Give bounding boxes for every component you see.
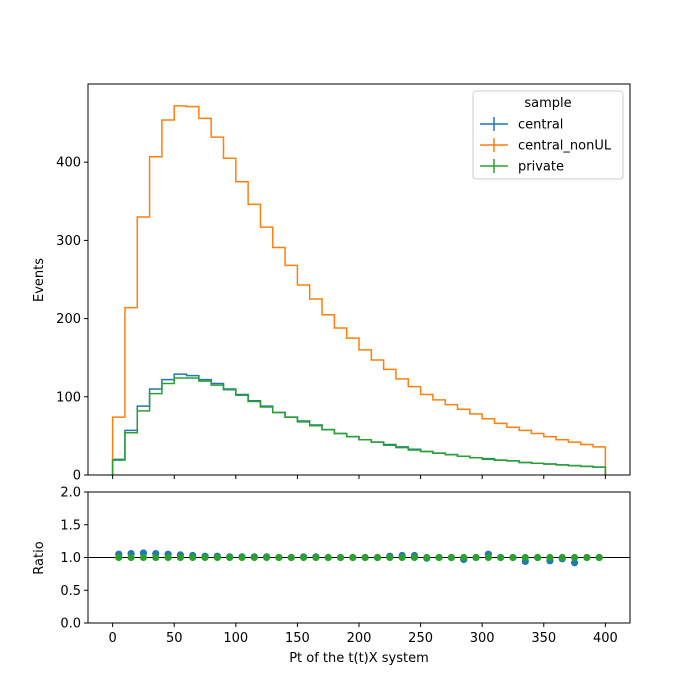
ratio-point-private — [238, 553, 246, 562]
legend-label: central_nonUL — [518, 139, 612, 154]
ratio-y-tick-label: 0.5 — [60, 584, 81, 599]
ratio-y-tick-label: 2.0 — [60, 486, 81, 501]
ratio-point-private — [275, 553, 283, 562]
ratio-point-central — [570, 559, 579, 567]
x-tick-label: 350 — [531, 631, 556, 646]
x-tick-label: 300 — [470, 631, 495, 646]
x-axis-label: Pt of the t(t)X system — [289, 651, 429, 666]
ratio-point-private — [398, 553, 406, 562]
ratio-point-private — [336, 553, 345, 562]
histogram-central — [111, 373, 607, 475]
ratio-point-private — [139, 553, 148, 562]
events-y-tick-label: 400 — [56, 156, 81, 171]
ratio-y-tick-label: 1.0 — [60, 551, 81, 566]
ratio-point-private — [583, 553, 591, 562]
ratio-y-tick-label: 1.5 — [60, 518, 81, 533]
histogram-private — [111, 377, 607, 475]
x-tick-label: 150 — [285, 631, 310, 646]
ratio-point-private — [521, 553, 529, 562]
ratio-point-private — [484, 553, 492, 562]
legend-label: central — [518, 118, 563, 133]
ratio-point-private — [361, 553, 369, 562]
ratio-point-private — [299, 553, 308, 562]
ratio-point-private — [570, 553, 579, 562]
legend-box — [472, 90, 624, 180]
ratio-point-private — [460, 553, 468, 562]
ratio-point-private — [115, 553, 123, 562]
ratio-y-tick-label: 0.0 — [60, 617, 81, 632]
legend-label: private — [518, 160, 564, 175]
legend-item-central: central — [480, 117, 563, 133]
ratio-point-private — [164, 553, 172, 562]
ratio-point-private — [324, 553, 332, 562]
x-tick-label: 250 — [408, 631, 433, 646]
ratio-point-private — [472, 553, 480, 562]
ratio-point-private — [312, 553, 320, 562]
x-tick-label: 200 — [347, 631, 372, 646]
ratio-point-private — [509, 553, 517, 562]
ratio-point-private — [349, 553, 357, 562]
x-tick-label: 100 — [223, 631, 248, 646]
ratio-point-private — [287, 553, 295, 562]
x-tick-label: 50 — [166, 631, 183, 646]
y-axis-label-ratio: Ratio — [32, 541, 47, 574]
events-panel: 0 100 200 300 400 Events — [32, 83, 631, 484]
y-axis-label-events: Events — [32, 258, 47, 302]
ratio-point-private — [546, 553, 554, 562]
ratio-point-private — [263, 553, 271, 562]
events-y-tick-label: 0 — [73, 469, 81, 484]
ratio-point-private — [410, 553, 419, 562]
x-tick-label: 400 — [593, 631, 618, 646]
ratio-point-private — [534, 553, 542, 562]
legend-item-private: private — [480, 159, 564, 175]
ratio-point-private — [152, 553, 160, 562]
ratio-point-private — [423, 553, 431, 562]
events-y-tick-label: 100 — [56, 390, 81, 405]
ratio-point-private — [435, 553, 443, 562]
ratio-point-private — [497, 553, 505, 562]
legend-item-central-nonUL: central_nonUL — [480, 138, 612, 154]
events-panel-frame — [87, 83, 631, 476]
ratio-point-private — [447, 553, 455, 562]
ratio-point-private — [250, 553, 258, 562]
legend-title: sample — [524, 96, 571, 111]
ratio-point-private — [176, 553, 184, 562]
ratio-point-private — [226, 553, 234, 562]
x-tick-label: 0 — [108, 631, 116, 646]
ratio-point-private — [386, 553, 394, 562]
ratio-point-private — [213, 553, 221, 562]
ratio-point-private — [127, 553, 135, 562]
ratio-point-private — [558, 553, 566, 562]
events-y-tick-label: 300 — [56, 234, 81, 249]
ratio-point-private — [201, 553, 209, 562]
events-y-tick-label: 200 — [56, 312, 81, 327]
ratio-point-private — [373, 553, 382, 562]
ratio-panel: 0.0 0.5 1.0 1.5 2.0 Ratio 0 50 100 150 200 250 300… — [32, 486, 631, 666]
ratio-point-private — [189, 553, 197, 562]
histogram-central-nonUL — [111, 105, 607, 475]
ratio-point-private — [595, 553, 603, 562]
